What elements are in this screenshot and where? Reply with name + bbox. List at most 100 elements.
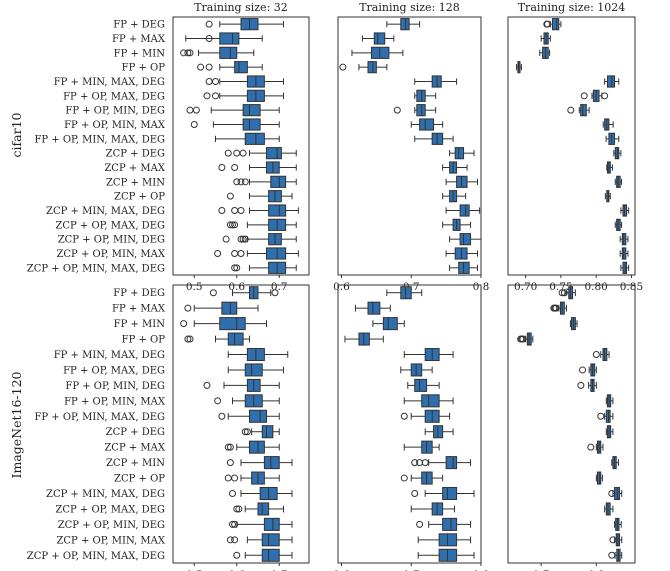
box-5 [403, 347, 454, 362]
category-label: ZCP + OP, MIN, MAX, DEG [27, 551, 165, 562]
category-label: FP + OP, MIN, MAX, DEG [34, 412, 165, 423]
box-11 [224, 440, 280, 454]
box-iqr [249, 409, 267, 423]
box-7 [393, 104, 437, 117]
box-iqr [263, 456, 280, 470]
outlier [233, 551, 241, 559]
box-3 [180, 317, 267, 331]
outlier [233, 264, 241, 272]
outlier [579, 366, 587, 374]
category-label: FP + OP, MAX, DEG [63, 365, 165, 376]
box-iqr [242, 104, 261, 117]
outlier [580, 92, 588, 100]
box-iqr [442, 486, 458, 501]
box-iqr [266, 147, 282, 160]
box-12 [411, 456, 472, 470]
category-label: ZCP + MAX [104, 163, 166, 174]
category-label: FP + OP, MIN, DEG [65, 381, 165, 392]
category-label: ZCP + MIN [106, 177, 165, 188]
box-7 [407, 378, 440, 392]
box-4 [197, 61, 263, 74]
box-18 [620, 261, 630, 274]
category-label: ZCP + MIN, MAX, DEG [46, 206, 165, 217]
outlier [239, 235, 247, 243]
box-17 [609, 533, 623, 547]
box-10 [241, 425, 280, 439]
box-14 [620, 204, 630, 217]
outlier [184, 49, 192, 57]
outlier [214, 250, 222, 257]
box-iqr [261, 533, 280, 547]
box-8 [190, 118, 280, 131]
outlier [186, 49, 194, 57]
box-15 [442, 218, 472, 231]
category-label: FP + OP, MIN, MAX, DEG [34, 134, 165, 145]
outlier [241, 178, 249, 186]
box-9 [400, 409, 451, 423]
outlier [209, 289, 217, 297]
box-1 [386, 18, 421, 31]
box-1 [543, 18, 562, 31]
outlier [231, 520, 239, 528]
box-9 [215, 132, 280, 145]
box-4 [517, 332, 534, 346]
outlier [577, 381, 585, 389]
box-iqr [459, 233, 472, 246]
outlier [186, 335, 194, 343]
box-17 [214, 247, 299, 260]
box-1 [558, 286, 576, 300]
box-2 [550, 301, 568, 315]
x-tick-label: 0.5 [186, 569, 203, 571]
outlier [552, 304, 560, 312]
box-6 [414, 89, 437, 102]
panel-frame [507, 16, 636, 276]
outlier [218, 164, 226, 171]
box-17 [226, 533, 293, 547]
box-iqr [419, 118, 435, 131]
box-5 [205, 75, 284, 88]
outlier [237, 178, 245, 186]
box-2 [185, 32, 263, 45]
box-8 [605, 394, 614, 408]
box-7 [203, 378, 280, 392]
panel-frame [337, 16, 482, 276]
box-18 [233, 548, 293, 562]
outlier [271, 289, 279, 297]
x-tick-label: 0.7 [271, 569, 288, 571]
box-12 [611, 456, 619, 470]
box-13 [604, 190, 611, 203]
box-iqr [367, 61, 377, 74]
box-iqr [367, 301, 381, 315]
box-iqr [266, 247, 287, 260]
column-title-3: Training size: 1024 [518, 1, 626, 14]
panel-frame [337, 284, 482, 564]
box-12 [614, 175, 623, 188]
outlier [601, 92, 609, 100]
outlier [587, 443, 595, 451]
box-11 [587, 440, 604, 454]
box-iqr [416, 89, 426, 102]
box-1 [209, 286, 279, 300]
x-tick-label: 0.6 [333, 569, 350, 571]
box-iqr [261, 425, 274, 439]
x-tick-label: 0.8 [473, 569, 490, 571]
box-iqr [551, 18, 560, 31]
box-8 [602, 118, 614, 131]
row-label-imagenet16-120: ImageNet16-120 [9, 371, 24, 478]
outlier [186, 106, 194, 114]
outlier [609, 536, 617, 544]
outlier [567, 106, 575, 114]
box-10 [449, 147, 475, 160]
box-14 [218, 204, 299, 217]
box-16 [229, 517, 293, 531]
outlier [231, 264, 239, 272]
outlier [192, 106, 200, 114]
box-10 [424, 425, 454, 439]
outlier [212, 78, 219, 85]
outlier [237, 250, 245, 257]
outlier [400, 412, 408, 420]
box-9 [218, 409, 280, 423]
box-12 [445, 175, 479, 188]
box-iqr [382, 317, 398, 331]
